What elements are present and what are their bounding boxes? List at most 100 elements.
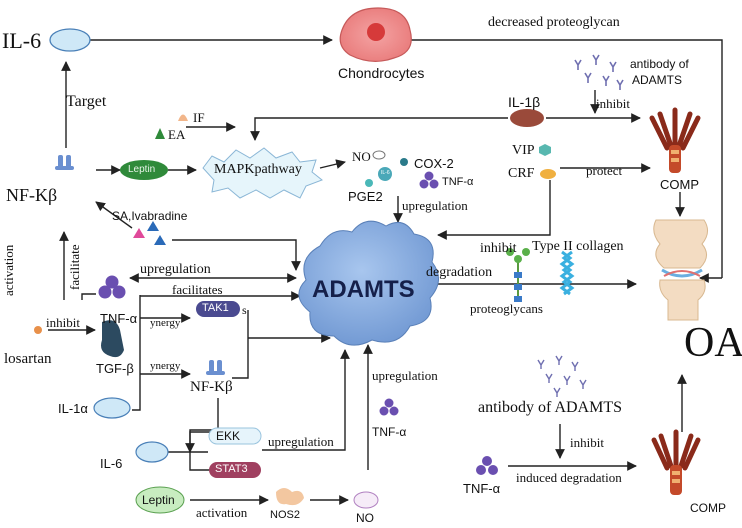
tnfa-bottom-icon — [476, 456, 498, 475]
inhibit-bottom-label: inhibit — [570, 435, 604, 450]
comp-bottom-icon — [651, 429, 701, 495]
il1a-label: IL-1α — [58, 401, 88, 416]
induced-degradation-label: induced degradation — [516, 470, 622, 485]
if-icon — [178, 114, 188, 121]
decreased-proteoglycan-label: decreased proteoglycan — [488, 15, 620, 30]
vip-icon — [539, 144, 551, 156]
antibody-cluster-top-icon — [574, 54, 624, 90]
il1b-icon — [510, 109, 544, 127]
nos2-label: NOS2 — [270, 509, 300, 521]
connector-lines — [48, 35, 723, 505]
il6-top-cell-icon — [49, 28, 91, 52]
tak1-s-label: s — [242, 303, 247, 317]
no-mid-label: NO — [352, 149, 371, 164]
no-bottom-icon — [353, 491, 379, 509]
facilitate-label: facilitate — [67, 244, 82, 290]
il6-top-label: IL-6 — [2, 28, 42, 53]
tak1-icon — [196, 301, 240, 317]
il6-small-icon — [378, 167, 392, 181]
nfkb-left-label: NF-Kβ — [6, 185, 58, 205]
stat3-icon — [209, 462, 261, 478]
facilitates-label: facilitates — [172, 282, 223, 297]
upregulation-mid-label: upregulation — [402, 198, 468, 213]
degradation-label: degradation — [426, 265, 493, 280]
losartan-label: losartan — [4, 351, 52, 367]
activation-label: activation — [1, 244, 16, 296]
leptin-bottom-label: Leptin — [142, 493, 175, 507]
tnfa-left-label: TNF-α — [100, 311, 138, 326]
ea-label: EA — [168, 127, 186, 142]
il6-small-label: IL-6 — [381, 170, 390, 176]
comp-right-icon — [649, 107, 701, 173]
proteoglycans-label: proteoglycans — [470, 301, 543, 316]
inhibit-center-label: inhibit — [480, 241, 517, 256]
antibody-bottom-label: antibody of ADAMTS — [478, 399, 622, 416]
synergy-2-label: ynergy — [150, 360, 181, 372]
nfkb-mid-label: NF-Kβ — [190, 379, 233, 395]
synergy-1-label: ynergy — [150, 317, 181, 329]
oa-label: OA — [684, 320, 742, 366]
nos2-icon — [276, 488, 304, 506]
adamts-big-label: ADAMTS — [312, 276, 415, 303]
tnfa-lower-icon — [379, 398, 399, 416]
sa-ivabradine-label: SA,Ivabradine — [112, 209, 188, 223]
no-bottom-label: NO — [356, 511, 374, 525]
nfkb-receptor-mid-icon — [206, 360, 225, 375]
tgfb-icon — [101, 320, 124, 358]
pge2-icon — [365, 179, 373, 187]
tnfa-left-icon — [98, 275, 126, 299]
target-label: Target — [66, 93, 107, 110]
cox2-icon — [400, 158, 408, 166]
comp-right-label: COMP — [660, 177, 699, 192]
leptin-mid-icon — [120, 160, 168, 180]
type2-collagen-icon — [559, 250, 575, 296]
crf-label: CRF — [508, 166, 535, 181]
tnfa-bottom-label: TNF-α — [463, 481, 501, 496]
sa-ivabradine-icon — [133, 221, 166, 245]
adamts-cloud-icon — [298, 220, 439, 346]
inhibit-top-label: inhibit — [596, 96, 630, 111]
tak1-label: TAK1 — [202, 302, 229, 314]
upregulation-lower-label: upregulation — [372, 368, 438, 383]
tgfb-label: TGF-β — [96, 361, 134, 376]
inhibit-left-label: inhibit — [46, 315, 80, 330]
antibody-top-label-2: ADAMTS — [632, 73, 683, 87]
il6-bottom-label: IL-6 — [100, 456, 123, 471]
pge2-label: PGE2 — [348, 189, 383, 204]
upregulation-bottom-label: upregulation — [268, 434, 334, 449]
antibody-top-label-1: antibody of — [630, 57, 689, 71]
eck-label: EKK — [216, 429, 241, 443]
tnfa-lower-label: TNF-α — [372, 425, 407, 439]
leptin-mid-label: Leptin — [128, 164, 156, 175]
chondrocytes-label: Chondrocytes — [338, 65, 425, 81]
mapk-label: MAPKpathway — [214, 162, 302, 177]
tnfa-mid-label: TNF-α — [442, 176, 474, 188]
type2-collagen-label: Type II collagen — [532, 239, 624, 254]
if-label: IF — [193, 110, 205, 125]
upregulation-left-label: upregulation — [140, 262, 211, 277]
cox2-label: COX-2 — [414, 156, 454, 171]
nfkb-receptor-left-icon — [55, 155, 74, 170]
comp-bottom-label: COMP — [690, 501, 726, 515]
protect-label: protect — [586, 163, 623, 178]
il6-bottom-icon — [135, 441, 169, 463]
ea-icon — [155, 128, 165, 139]
vip-label: VIP — [512, 143, 535, 158]
proteoglycan-icon — [506, 248, 530, 302]
no-mid-icon — [372, 150, 386, 160]
stat3-label: STAT3 — [215, 463, 248, 475]
tnfa-mid-icon — [419, 171, 439, 189]
knee-joint-icon — [653, 219, 708, 321]
chondrocyte-icon — [339, 7, 412, 62]
il1a-icon — [93, 397, 131, 419]
activation-bottom-label: activation — [196, 505, 248, 520]
il1b-label: IL-1β — [508, 94, 541, 110]
leptin-bottom-icon — [135, 486, 185, 514]
losartan-dot-icon — [34, 326, 42, 334]
crf-icon — [540, 169, 556, 179]
eck-icon — [208, 427, 262, 445]
antibody-cluster-bottom-icon — [537, 355, 587, 397]
mapk-burst-icon — [202, 147, 323, 199]
